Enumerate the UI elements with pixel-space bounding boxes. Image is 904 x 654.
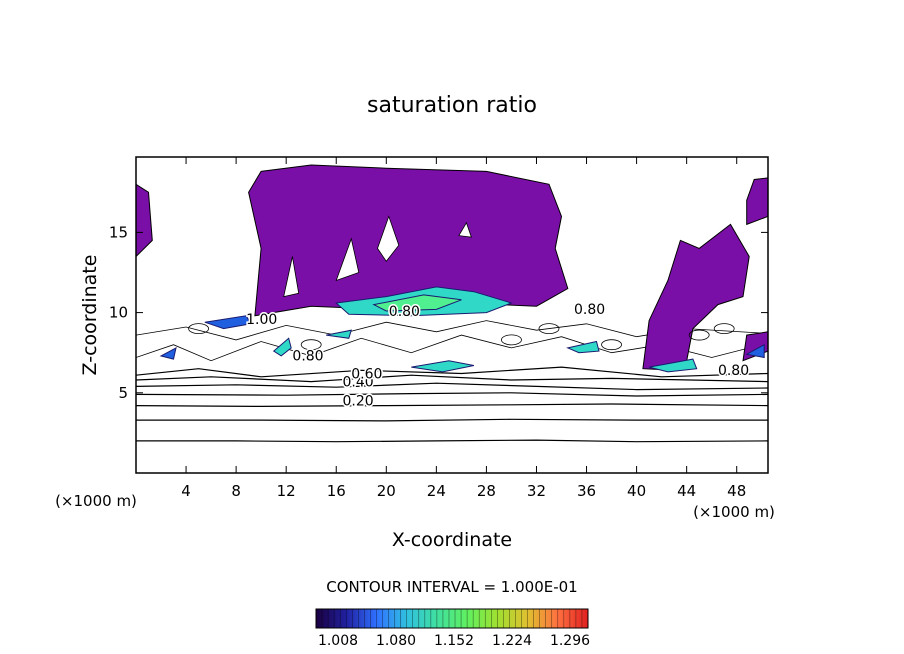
x-tick-label: 24 [427,482,446,500]
y-tick-label: 5 [118,384,128,402]
supersaturation-blob [272,337,292,357]
x-tick-label: 20 [377,482,396,500]
x-tick-label: 48 [727,482,746,500]
x-unit-label: (×1000 m) [55,492,137,510]
supersaturated-region [746,177,768,226]
contour-line [136,374,768,383]
x-tick-label: 12 [277,482,296,500]
contour-label: 0.80 [574,302,605,318]
colorbar [315,608,589,629]
contour-line [136,418,768,422]
x-tick-label: 40 [627,482,646,500]
supersaturation-blob [411,360,475,373]
supersaturation-blob [159,346,177,360]
y-axis: 5 10 15 [109,223,768,402]
x-tick-label: 8 [231,482,241,500]
contour-line [136,382,768,391]
contour-label: 0.80 [292,349,323,365]
y-tick-label: 15 [109,223,128,241]
subsaturated-hole [377,215,400,262]
contour-line [136,392,768,397]
contour-line [136,366,768,378]
y-axis-title: Z-coordinate [79,255,101,376]
contour-ring [688,329,710,341]
contour-ring [538,323,560,335]
colorbar-tick-label: 1.008 [318,633,358,649]
contour-label: 0.20 [342,394,373,410]
contour-interval-label: CONTOUR INTERVAL = 1.000E-01 [326,578,577,596]
contour-ring [188,323,209,335]
y-tick-label: 10 [109,304,128,322]
supersaturation-blob [566,340,600,354]
colorbar-tick-label: 1.080 [376,633,416,649]
colorbar-tick-label: 1.296 [550,633,590,649]
contour-label: 0.60 [351,366,382,382]
supersaturation-blob [372,294,462,312]
contour-line [136,320,768,341]
contour-ring [300,339,322,351]
contour-label: 0.80 [718,363,749,379]
x-tick-label: 44 [677,482,696,500]
contour-label: 0.80 [389,304,420,320]
contour-ring [601,339,622,351]
contour-field: 0.20 0.400.60 0.80 0.80 0.80 0.80 1.00 [136,164,768,443]
supersaturated-region [136,183,153,258]
x-tick-label: 16 [327,482,346,500]
x-tick-label: 32 [527,482,546,500]
plot-frame [135,156,769,474]
colorbar-tick-label: 1.224 [492,633,532,649]
contour-label: 0.40 [342,374,373,390]
x-axis: 4 8 12 16 20 24 28 32 36 40 44 48 [181,157,746,500]
contour-ring [501,334,522,346]
supersaturation-blob [204,315,252,330]
contour-line [136,439,768,443]
subsaturated-hole [335,237,360,282]
contour-line [136,403,768,408]
colorbar-tick-label: 1.152 [434,633,474,649]
chart-title: saturation ratio [367,93,537,118]
subsaturated-hole [283,256,300,298]
contour-ring [713,323,735,335]
x-axis-title: X-coordinate [392,529,512,551]
colorbar-bands [321,609,583,628]
x-tick-label: 28 [477,482,496,500]
subsaturated-hole [458,221,472,238]
supersaturation-blob [326,329,353,339]
x-tick-label: 36 [577,482,596,500]
contour-label: 1.00 [246,312,277,328]
plot-area: 0.20 0.400.60 0.80 0.80 0.80 0.80 1.00 [136,164,768,443]
y-unit-label: (×1000 m) [693,503,775,521]
supersaturation-blob [648,358,698,373]
supersaturation-blob [745,343,765,359]
supersaturated-region [642,223,750,371]
x-tick-label: 4 [181,482,191,500]
colorbar-ticks: 1.008 1.080 1.152 1.224 1.296 [318,633,590,649]
